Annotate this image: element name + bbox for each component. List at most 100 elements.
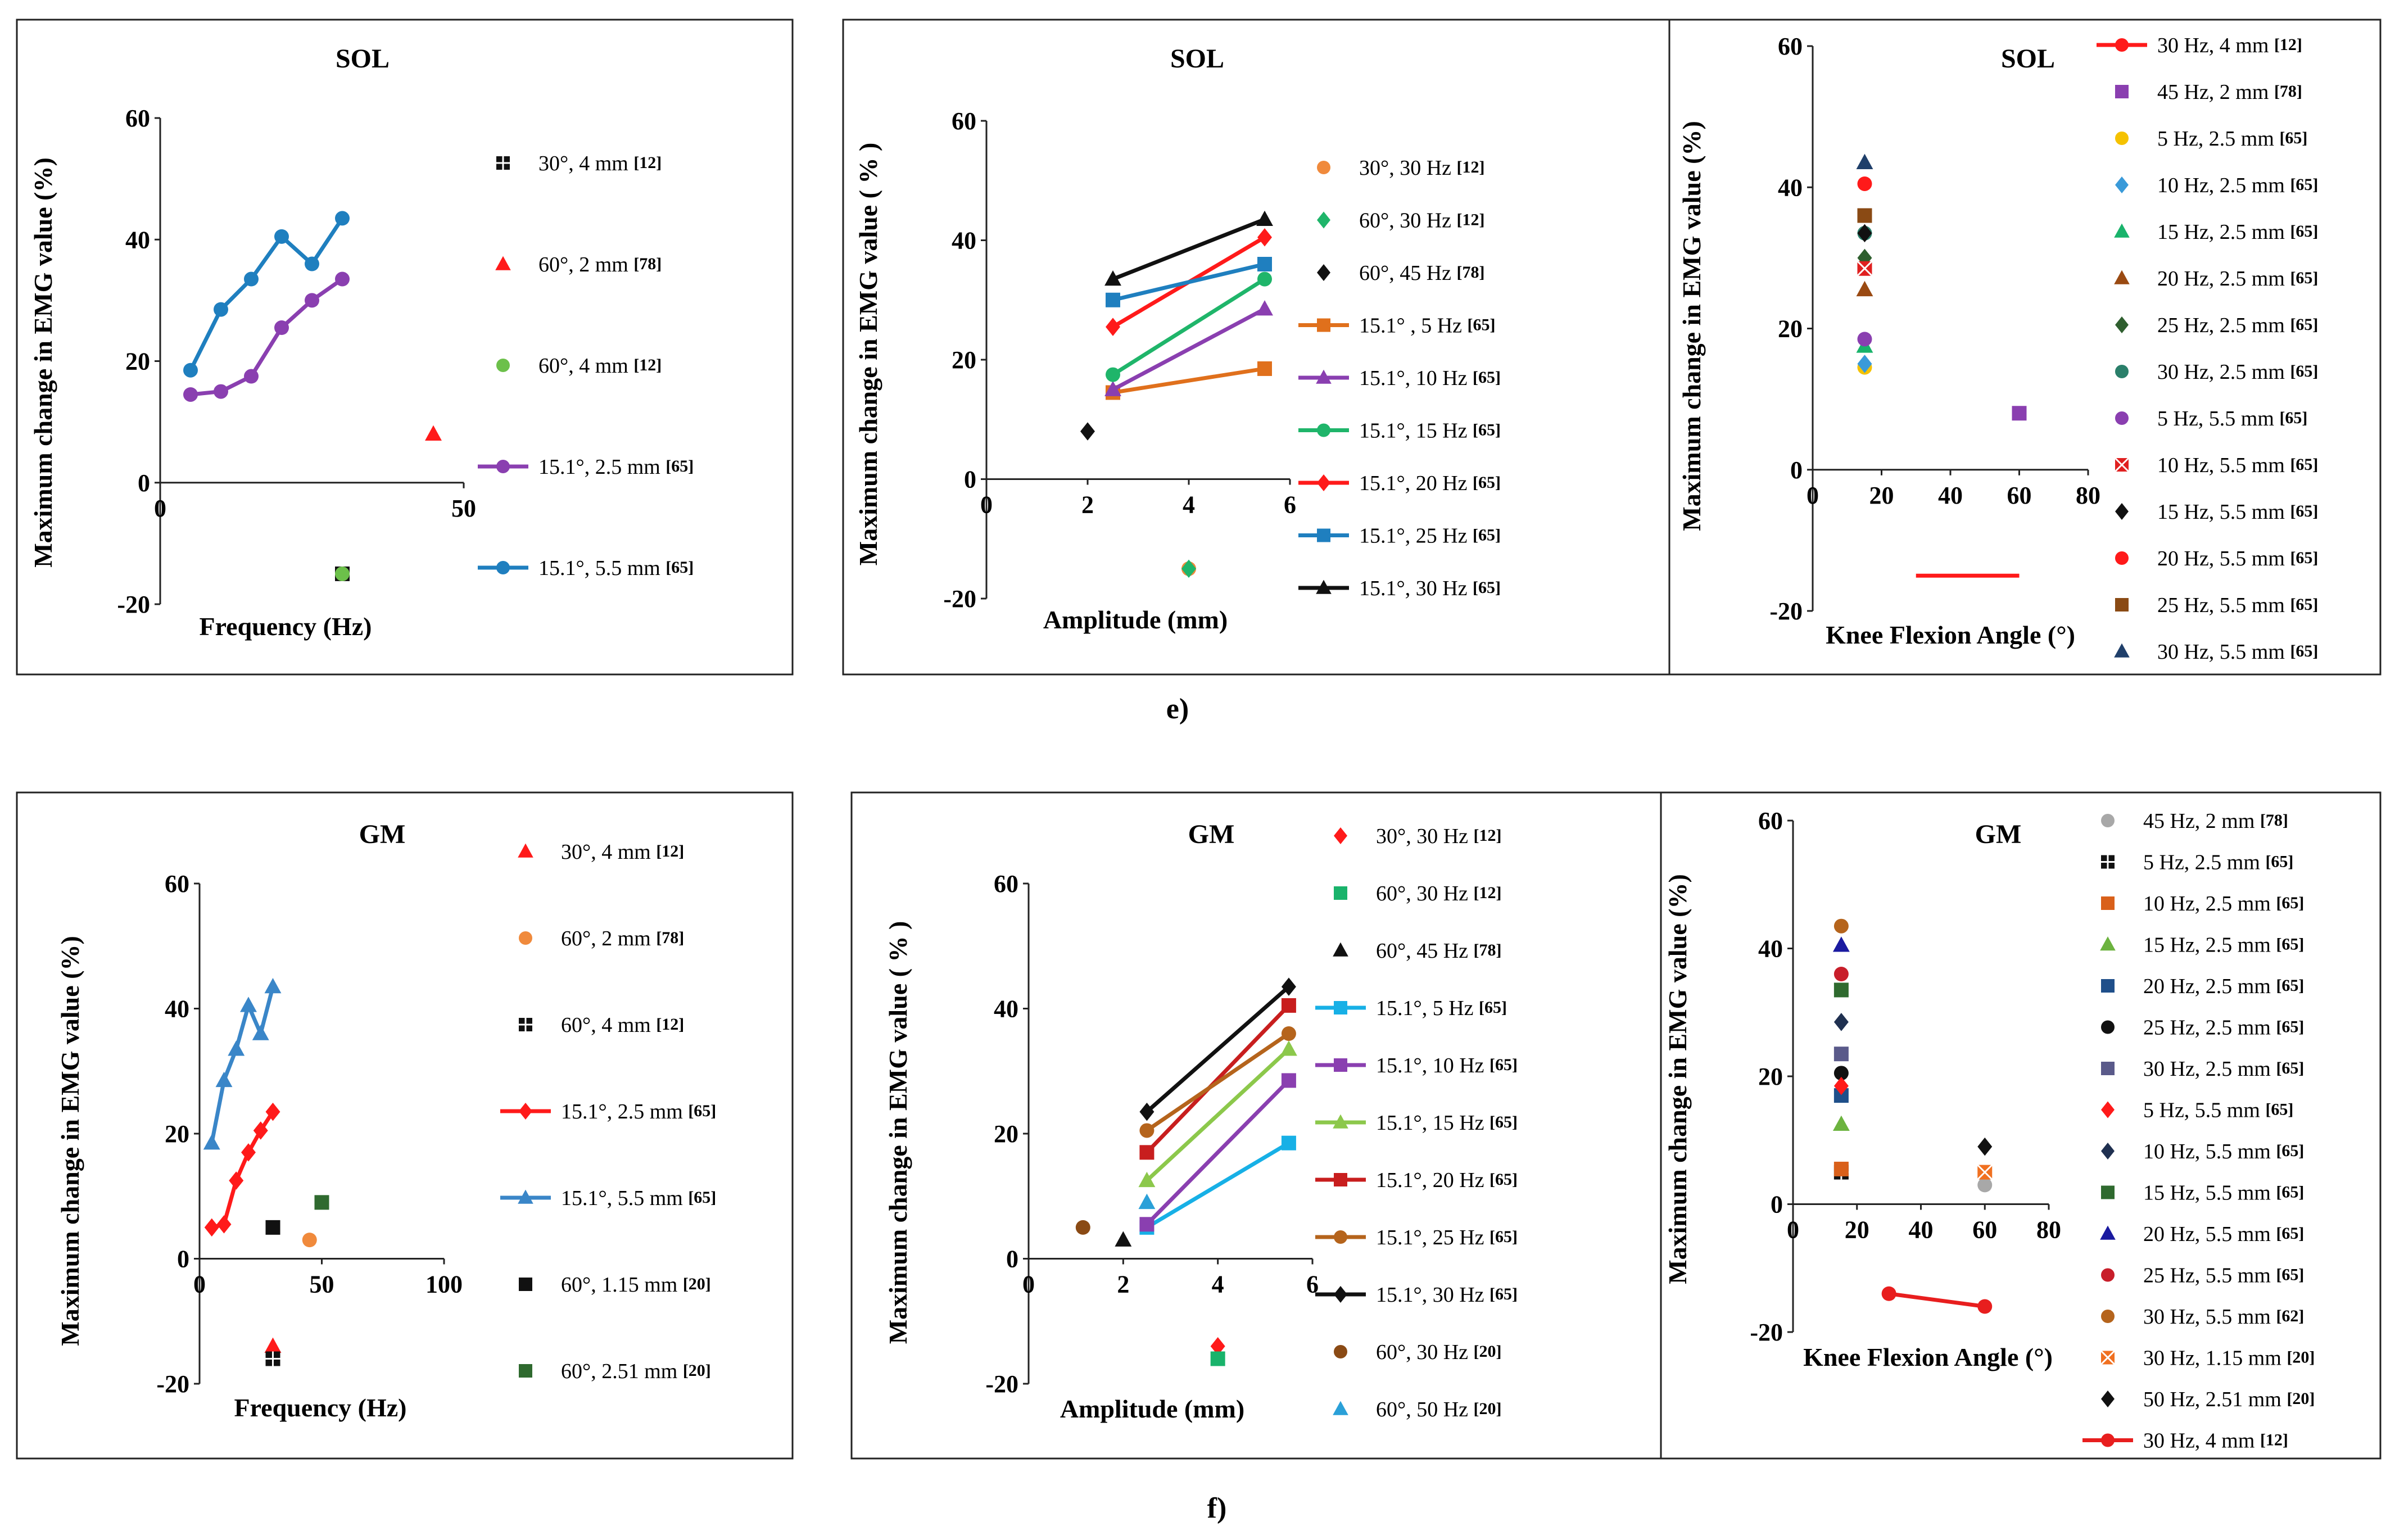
legend-marker — [2101, 1433, 2115, 1447]
legend-label: 45 Hz, 2 mm [78] — [2143, 809, 2288, 833]
legend-label: 15.1°, 2.5 mm [65] — [538, 455, 694, 479]
legend-marker — [2101, 1143, 2115, 1159]
legend-marker — [519, 1103, 532, 1120]
legend-label: 30 Hz, 2.5 mm [65] — [2143, 1057, 2304, 1081]
data-point — [1256, 300, 1273, 316]
series — [1080, 422, 1095, 441]
series — [1833, 918, 1849, 934]
legend-item: 15.1°, 15 Hz [65] — [1298, 419, 1501, 443]
legend-label: 15.1°, 15 Hz [65] — [1376, 1111, 1518, 1135]
data-point — [253, 1121, 268, 1140]
panel-frame — [16, 19, 794, 676]
legend-item: 30°, 4 mm [12] — [518, 840, 684, 864]
y-axis-label: Maximum change in EMG value ( % ) — [854, 143, 882, 566]
legend-label: 15 Hz, 2.5 mm [65] — [2157, 220, 2318, 244]
legend-marker — [2115, 85, 2129, 98]
series — [1115, 1231, 1132, 1247]
y-tick-label: 0 — [1771, 1191, 1783, 1219]
data-point — [183, 387, 198, 402]
legend-marker — [1317, 211, 1330, 229]
legend-item: 10 Hz, 2.5 mm [65] — [2115, 174, 2318, 197]
panel-gm-frequency: GM Frequency (Hz) Maximum change in EMG … — [16, 791, 794, 1460]
legend-item: 30°, 4 mm [12] — [496, 152, 662, 175]
legend-label: 15 Hz, 5.5 mm [65] — [2157, 500, 2318, 524]
legend-marker — [2101, 896, 2115, 910]
legend-marker — [1317, 528, 1330, 542]
series — [265, 1220, 280, 1235]
legend-marker — [2115, 411, 2129, 425]
series-line — [1146, 985, 1291, 1113]
data-point — [1104, 270, 1121, 286]
legend-label: 15.1° , 5 Hz [65] — [1359, 314, 1496, 338]
data-point — [1857, 176, 1872, 191]
legend-marker — [2115, 316, 2129, 333]
legend-marker — [2115, 365, 2129, 378]
data-point — [1115, 1231, 1132, 1247]
legend: 30°, 30 Hz [12] 60°, 30 Hz [12] 60°, 45 Hz… — [1315, 825, 1518, 1421]
legend-item: 15.1°, 20 Hz [65] — [1298, 472, 1501, 495]
series — [1139, 1135, 1296, 1235]
legend-item: 15.1°, 10 Hz [65] — [1315, 1054, 1518, 1077]
x-tick-label: 20 — [1869, 482, 1894, 509]
series-line — [188, 217, 344, 372]
legend-label: 60°, 1.15 mm [20] — [561, 1273, 711, 1297]
series — [1833, 1047, 1849, 1062]
legend-item: 25 Hz, 5.5 mm [65] — [2101, 1264, 2304, 1288]
legend-marker — [519, 1278, 532, 1291]
legend-label: 10 Hz, 2.5 mm [65] — [2143, 892, 2304, 916]
legend-marker — [1333, 1401, 1348, 1415]
legend-label: 45 Hz, 2 mm [78] — [2157, 80, 2302, 104]
plot-area: -20 0 20 40 60 0 2 4 6 — [943, 107, 1296, 613]
legend-item: 10 Hz, 5.5 mm [65] — [2114, 454, 2318, 477]
series — [265, 1351, 280, 1366]
legend-label: 15.1°, 20 Hz [65] — [1359, 472, 1501, 495]
legend-label: 60°, 30 Hz [12] — [1376, 882, 1502, 905]
data-point — [1181, 559, 1196, 578]
series-line — [1112, 262, 1265, 302]
series — [314, 1195, 329, 1210]
series — [204, 1102, 280, 1237]
series — [1977, 1164, 1993, 1180]
x-tick-label: 60 — [1972, 1216, 1997, 1244]
data-point — [1257, 271, 1272, 287]
legend-marker — [2115, 503, 2129, 520]
series — [1139, 977, 1296, 1121]
legend: 30°, 4 mm [12] 60°, 2 mm [78] 60°, 4 mm [1… — [478, 152, 694, 580]
legend-marker — [2101, 979, 2115, 993]
data-point — [265, 1102, 280, 1121]
data-point — [1833, 1076, 1849, 1095]
series — [1832, 936, 1850, 952]
panel-frame — [842, 19, 1676, 676]
legend-label: 15.1°, 25 Hz [65] — [1359, 524, 1501, 548]
series — [1210, 1337, 1225, 1356]
legend-label: 30°, 4 mm [12] — [561, 840, 684, 864]
x-tick-label: 0 — [1022, 1271, 1035, 1298]
series — [1856, 153, 1873, 169]
legend-item: 60°, 1.15 mm [20] — [519, 1273, 711, 1297]
legend-label: 20 Hz, 2.5 mm [65] — [2157, 267, 2318, 291]
chart-title: GM — [1975, 819, 2022, 849]
series-line — [1146, 1141, 1290, 1229]
legend-item: 20 Hz, 5.5 mm [65] — [2115, 547, 2318, 570]
series — [1139, 1073, 1296, 1232]
legend: 30°, 30 Hz [12] 60°, 30 Hz [12] 60°, 45 Hz… — [1298, 156, 1501, 600]
legend-marker — [2115, 132, 2129, 145]
legend-marker — [518, 843, 533, 858]
data-point — [425, 425, 442, 441]
legend-marker — [2100, 1350, 2116, 1365]
y-tick-label: 60 — [1778, 33, 1803, 60]
data-point — [302, 1233, 317, 1248]
data-point — [1257, 361, 1272, 376]
legend-item: 20 Hz, 5.5 mm [65] — [2100, 1222, 2304, 1246]
y-tick-label: 60 — [165, 870, 189, 898]
y-tick-label: 20 — [1758, 1063, 1783, 1090]
legend-item: 60°, 30 Hz [12] — [1317, 209, 1485, 233]
legend-label: 15.1°, 30 Hz [65] — [1376, 1283, 1518, 1307]
legend-marker — [1333, 1114, 1348, 1129]
data-point — [1977, 1164, 1993, 1180]
legend-item: 5 Hz, 2.5 mm [65] — [2115, 127, 2307, 151]
legend-label: 50 Hz, 2.51 mm [20] — [2143, 1388, 2315, 1411]
series — [1210, 1351, 1225, 1366]
y-tick-label: -20 — [943, 585, 976, 613]
legend-marker — [2114, 643, 2130, 658]
